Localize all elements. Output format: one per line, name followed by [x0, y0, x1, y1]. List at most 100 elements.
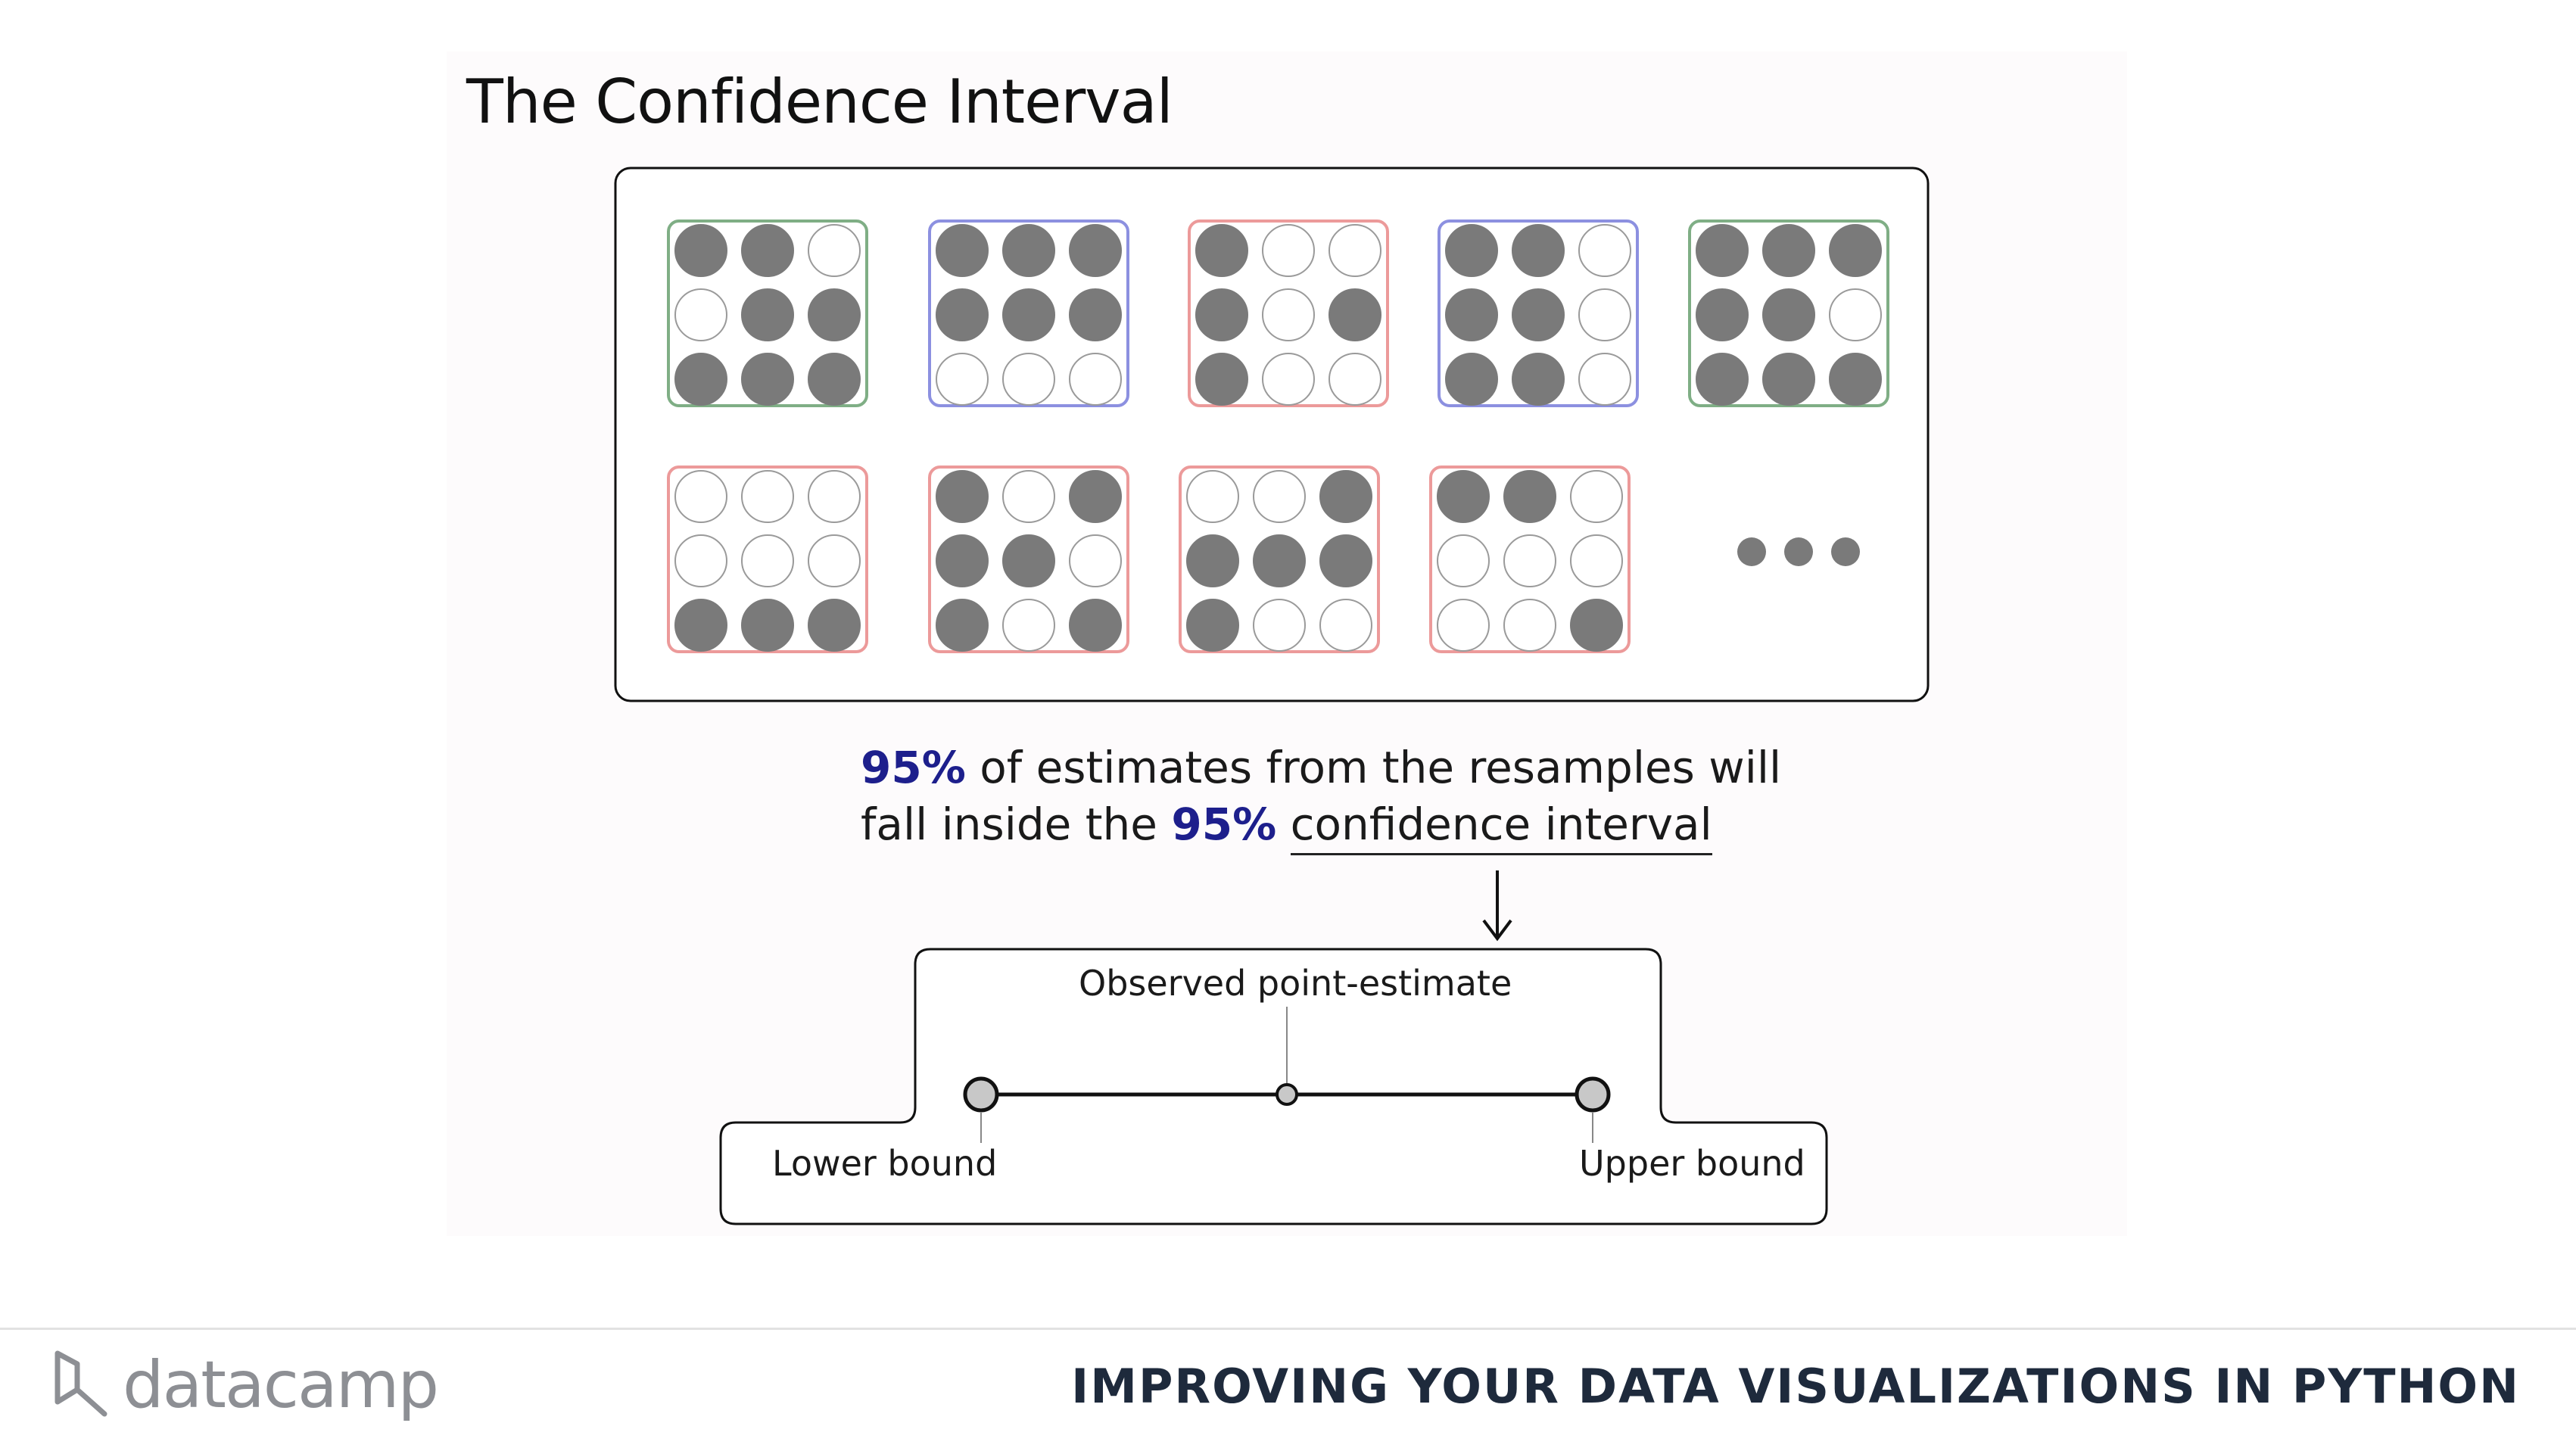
- filled-dot: [1570, 599, 1623, 652]
- slide-title: The Confidence Interval: [466, 67, 1173, 137]
- resample-grid: [1688, 220, 1889, 407]
- filled-dot: [1069, 599, 1122, 652]
- filled-dot: [1328, 288, 1381, 341]
- empty-dot: [1578, 353, 1631, 406]
- empty-dot: [1328, 224, 1381, 277]
- resample-grid: [667, 220, 868, 407]
- filled-dot: [1069, 224, 1122, 277]
- filled-dot: [1512, 224, 1565, 277]
- filled-dot: [936, 534, 989, 587]
- empty-dot: [1829, 288, 1882, 341]
- empty-dot: [1262, 353, 1315, 406]
- empty-dot: [1253, 470, 1306, 523]
- filled-dot: [1696, 288, 1749, 341]
- empty-dot: [936, 353, 989, 406]
- empty-dot: [1002, 353, 1055, 406]
- filled-dot: [936, 470, 989, 523]
- more-samples-ellipsis: [1737, 537, 1860, 566]
- datacamp-logo-icon: [55, 1350, 107, 1417]
- empty-dot: [1570, 470, 1623, 523]
- filled-dot: [936, 224, 989, 277]
- filled-dot: [808, 288, 861, 341]
- resample-grid: [1438, 220, 1639, 407]
- filled-dot: [936, 288, 989, 341]
- filled-dot: [741, 288, 794, 341]
- caption-text: of estimates from the resamples will: [965, 742, 1782, 793]
- caption-text: fall inside the: [861, 799, 1172, 850]
- resample-grid: [1429, 466, 1631, 653]
- filled-dot: [1762, 224, 1815, 277]
- filled-dot: [1319, 470, 1372, 523]
- down-arrow-icon: [1482, 870, 1512, 942]
- empty-dot: [1437, 599, 1490, 652]
- empty-dot: [674, 470, 727, 523]
- filled-dot: [1002, 288, 1055, 341]
- ellipsis-dot: [1784, 537, 1813, 566]
- filled-dot: [1762, 353, 1815, 406]
- filled-dot: [808, 599, 861, 652]
- empty-dot: [1328, 353, 1381, 406]
- filled-dot: [1512, 353, 1565, 406]
- empty-dot: [808, 470, 861, 523]
- filled-dot: [1503, 470, 1556, 523]
- filled-dot: [1002, 534, 1055, 587]
- filled-dot: [1512, 288, 1565, 341]
- filled-dot: [1069, 288, 1122, 341]
- empty-dot: [1578, 288, 1631, 341]
- filled-dot: [1186, 534, 1239, 587]
- resample-grid: [667, 466, 868, 653]
- filled-dot: [1195, 353, 1248, 406]
- empty-dot: [1262, 224, 1315, 277]
- filled-dot: [674, 353, 727, 406]
- filled-dot: [1002, 224, 1055, 277]
- filled-dot: [808, 353, 861, 406]
- caption-line-1: 95% of estimates from the resamples will: [861, 742, 1781, 793]
- filled-dot: [1829, 224, 1882, 277]
- filled-dot: [1437, 470, 1490, 523]
- filled-dot: [674, 599, 727, 652]
- empty-dot: [1069, 353, 1122, 406]
- ellipsis-dot: [1831, 537, 1860, 566]
- empty-dot: [741, 534, 794, 587]
- upper-bound-marker: [1575, 1076, 1611, 1113]
- empty-dot: [1578, 224, 1631, 277]
- filled-dot: [1069, 470, 1122, 523]
- filled-dot: [1186, 599, 1239, 652]
- empty-dot: [808, 224, 861, 277]
- datacamp-logo: datacamp: [51, 1347, 439, 1423]
- empty-dot: [1319, 599, 1372, 652]
- caption-line-2: fall inside the 95% confidence interval: [861, 799, 1712, 855]
- empty-dot: [1570, 534, 1623, 587]
- logo-wordmark: datacamp: [123, 1347, 439, 1423]
- filled-dot: [1445, 224, 1498, 277]
- point-estimate-marker: [1276, 1083, 1298, 1106]
- filled-dot: [1253, 534, 1306, 587]
- empty-dot: [674, 534, 727, 587]
- observed-point-estimate-label: Observed point-estimate: [1079, 963, 1512, 1004]
- filled-dot: [1696, 224, 1749, 277]
- empty-dot: [1503, 534, 1556, 587]
- caption-percent: 95%: [1171, 799, 1277, 850]
- filled-dot: [1445, 288, 1498, 341]
- filled-dot: [1195, 224, 1248, 277]
- empty-dot: [1437, 534, 1490, 587]
- empty-dot: [808, 534, 861, 587]
- upper-bound-label: Upper bound: [1579, 1143, 1805, 1184]
- empty-dot: [741, 470, 794, 523]
- confidence-interval-term: confidence interval: [1290, 799, 1712, 855]
- empty-dot: [1253, 599, 1306, 652]
- empty-dot: [1262, 288, 1315, 341]
- filled-dot: [1696, 353, 1749, 406]
- footer-divider: [0, 1328, 2576, 1330]
- empty-dot: [1002, 599, 1055, 652]
- empty-dot: [1002, 470, 1055, 523]
- samples-layer: [667, 220, 1889, 653]
- empty-dot: [1069, 534, 1122, 587]
- filled-dot: [1829, 353, 1882, 406]
- filled-dot: [936, 599, 989, 652]
- caption-percent: 95%: [861, 742, 966, 793]
- interval-outline: [719, 948, 1828, 1225]
- resample-grid: [1188, 220, 1389, 407]
- filled-dot: [1195, 288, 1248, 341]
